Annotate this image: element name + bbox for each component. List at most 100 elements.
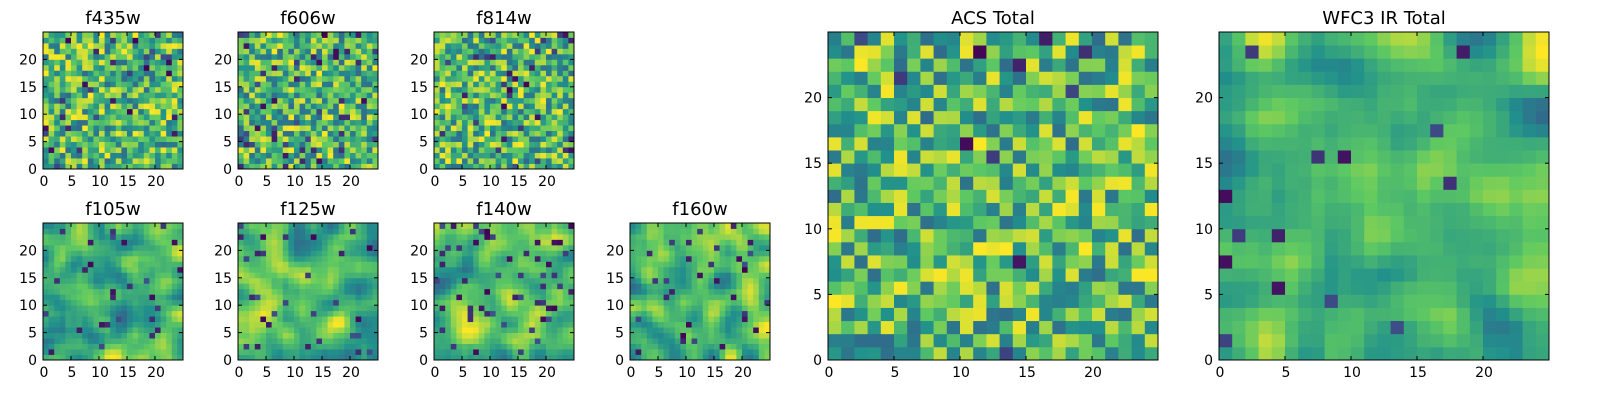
heatmap-cell (758, 266, 765, 273)
heatmap-cell (551, 92, 558, 99)
heatmap-cell (132, 354, 139, 361)
heatmap-cell (249, 125, 256, 132)
heatmap-cell (445, 321, 452, 328)
heatmap-cell (160, 141, 167, 148)
heatmap-cell (316, 327, 323, 333)
heatmap-cell (568, 272, 575, 279)
heatmap-cell (506, 32, 513, 38)
heatmap-cell (277, 37, 284, 44)
heatmap-cell (149, 316, 156, 323)
heatmap-cell (450, 37, 457, 44)
heatmap-cell (87, 321, 94, 328)
heatmap-cell (93, 288, 100, 295)
heatmap-cell (534, 141, 541, 148)
heatmap-cell (243, 349, 250, 355)
heatmap-cell (434, 64, 440, 71)
heatmap-cell (355, 255, 362, 262)
heatmap-cell (310, 299, 317, 306)
heatmap-cell (506, 349, 513, 355)
heatmap-cell (93, 239, 100, 246)
heatmap-cell (764, 332, 771, 339)
heatmap-cell (333, 103, 340, 110)
heatmap-cell (104, 283, 111, 290)
heatmap-cell (266, 305, 272, 312)
heatmap-cell (305, 163, 312, 170)
heatmap-cell (310, 103, 317, 110)
heatmap-cell (506, 53, 513, 60)
heatmap-cell (439, 332, 446, 339)
heatmap-cell (523, 223, 530, 229)
heatmap-cell (361, 48, 368, 55)
heatmap-cell (294, 338, 300, 344)
heatmap-cell (361, 343, 368, 350)
heatmap-cell (99, 327, 105, 333)
heatmap-cell (143, 294, 150, 301)
heatmap-cell (933, 163, 948, 177)
heatmap-cell (372, 239, 379, 246)
heatmap-cell (708, 299, 715, 306)
heatmap-cell (99, 349, 105, 355)
heatmap-cell (646, 266, 653, 273)
heatmap-cell (327, 255, 334, 262)
heatmap-cell (238, 261, 244, 268)
heatmap-cell (742, 233, 748, 240)
heatmap-cell (361, 42, 368, 49)
heatmap-cell (355, 272, 362, 279)
heatmap-cell (1092, 333, 1106, 348)
heatmap-cell (562, 119, 569, 126)
heatmap-cell (372, 299, 379, 306)
heatmap-cell (160, 70, 167, 77)
heatmap-cell (568, 343, 575, 350)
heatmap-cell (557, 294, 564, 301)
heatmap-cell (76, 92, 83, 99)
heatmap-cell (82, 53, 89, 60)
heatmap-cell (973, 215, 987, 230)
heatmap-cell (540, 266, 547, 273)
heatmap-cell (260, 81, 267, 88)
heatmap-cell (473, 37, 480, 44)
heatmap-cell (99, 32, 105, 38)
heatmap-cell (920, 281, 934, 295)
heatmap-cell (714, 310, 720, 317)
heatmap-cell (121, 75, 128, 82)
heatmap-cell (361, 354, 368, 361)
heatmap-cell (82, 327, 89, 333)
heatmap-cell (551, 288, 558, 295)
heatmap-cell (753, 354, 760, 361)
heatmap-cell (658, 233, 664, 240)
heatmap-cell (138, 343, 145, 350)
heatmap-cell (1065, 228, 1080, 243)
heatmap-cell (110, 136, 117, 142)
heatmap-cell (282, 86, 289, 93)
heatmap-cell (160, 327, 167, 333)
heatmap-cell (445, 294, 452, 301)
heatmap-cell (43, 327, 49, 333)
heatmap-cell (104, 75, 111, 82)
heatmap-cell (462, 125, 468, 132)
heatmap-cell (680, 349, 687, 355)
heatmap-cell (467, 343, 474, 350)
heatmap-cell (708, 338, 715, 344)
heatmap-cell (854, 294, 868, 308)
heatmap-cell (238, 316, 244, 323)
heatmap-cell (333, 239, 340, 246)
x-tick-label: 10 (91, 365, 109, 381)
heatmap-cell (71, 103, 77, 110)
heatmap-cell (104, 48, 111, 55)
heatmap-cell (506, 343, 513, 350)
heatmap-cell (166, 163, 173, 170)
heatmap-cell (65, 53, 72, 60)
heatmap-cell (54, 283, 61, 290)
heatmap-cell (143, 250, 150, 257)
heatmap-cell (512, 338, 519, 344)
heatmap-cell (99, 294, 105, 301)
heatmap-cell (93, 294, 100, 301)
heatmap-cell (43, 343, 49, 350)
heatmap-cell (160, 288, 167, 295)
heatmap-cell (322, 86, 328, 93)
heatmap-cell (473, 141, 480, 148)
heatmap-cell (630, 277, 636, 284)
heatmap-cell (501, 86, 508, 93)
heatmap-cell (529, 42, 536, 49)
heatmap-cell (243, 92, 250, 99)
